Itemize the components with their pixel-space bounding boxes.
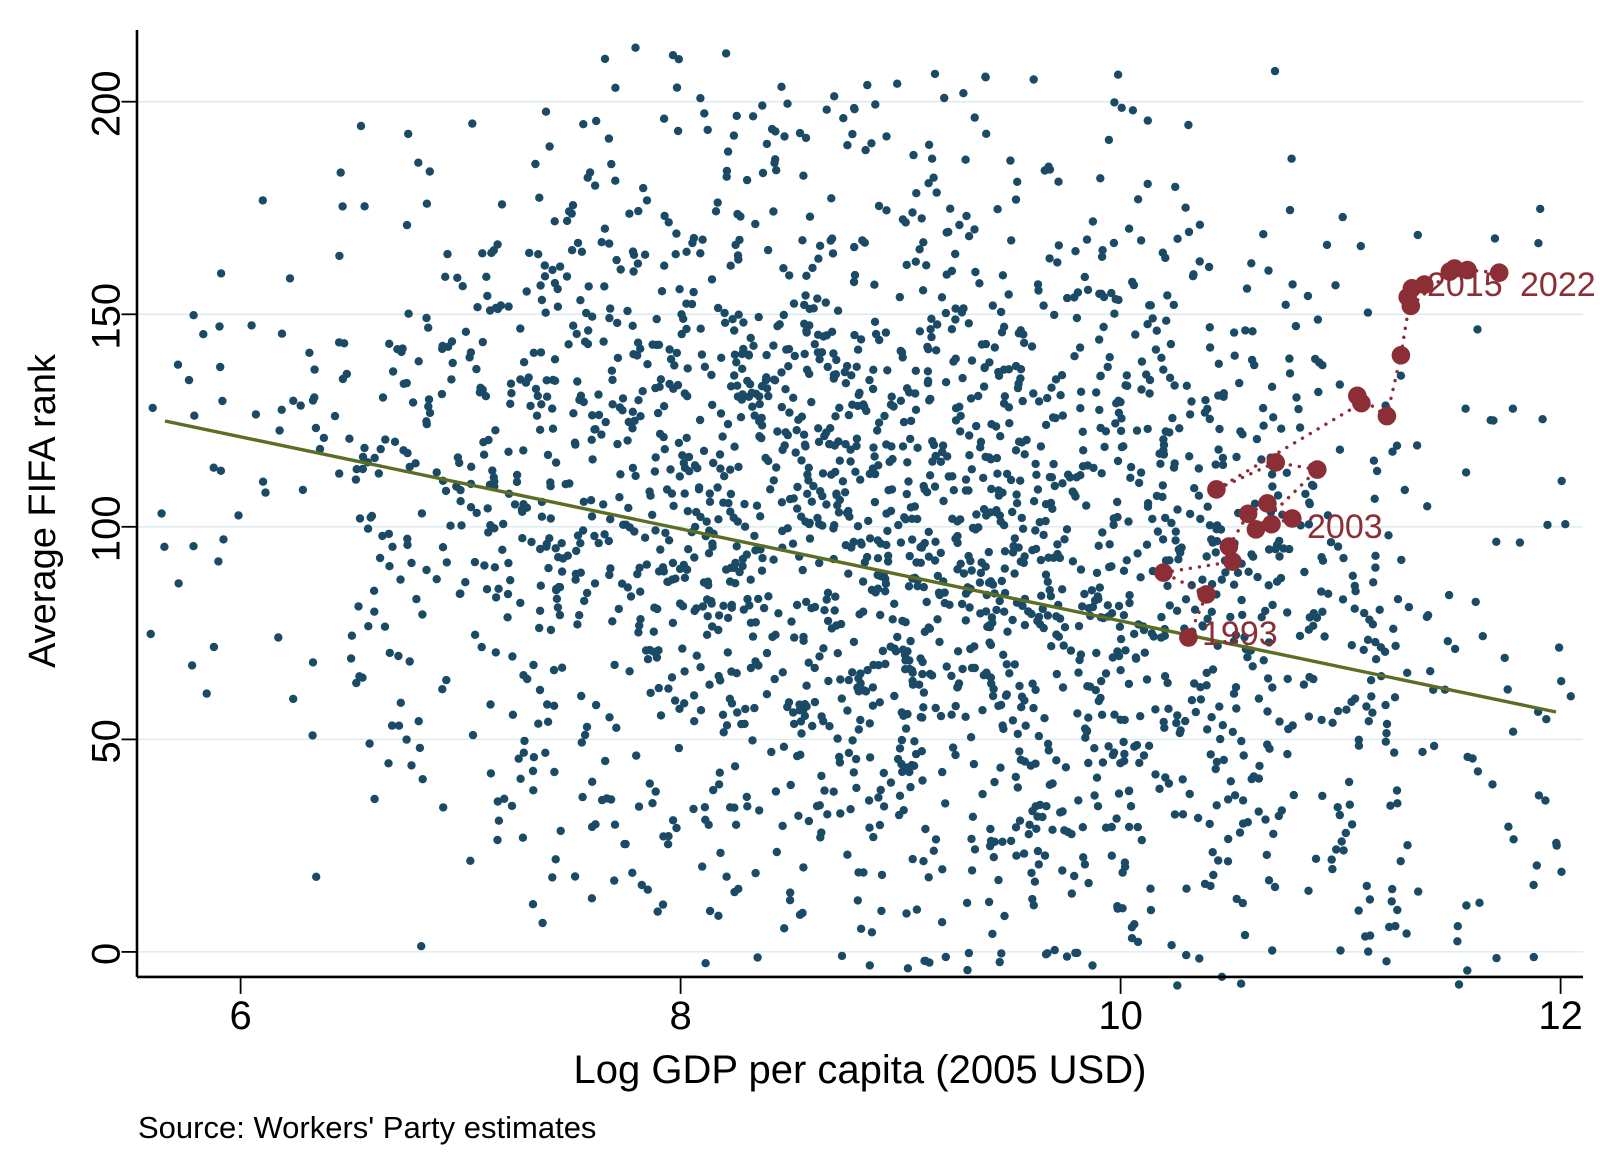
svg-text:12: 12 <box>1538 994 1583 1038</box>
svg-text:200: 200 <box>85 70 129 137</box>
svg-text:6: 6 <box>229 994 251 1038</box>
svg-text:2022: 2022 <box>1520 266 1596 304</box>
svg-text:10: 10 <box>1098 994 1143 1038</box>
svg-text:8: 8 <box>669 994 691 1038</box>
svg-text:2015: 2015 <box>1427 266 1503 304</box>
svg-text:150: 150 <box>85 283 129 350</box>
svg-text:100: 100 <box>85 495 129 562</box>
svg-text:Average FIFA rank: Average FIFA rank <box>22 353 64 668</box>
svg-text:0: 0 <box>85 943 129 965</box>
svg-text:1993: 1993 <box>1202 615 1278 653</box>
svg-text:50: 50 <box>85 719 129 764</box>
svg-text:2003: 2003 <box>1307 508 1383 546</box>
